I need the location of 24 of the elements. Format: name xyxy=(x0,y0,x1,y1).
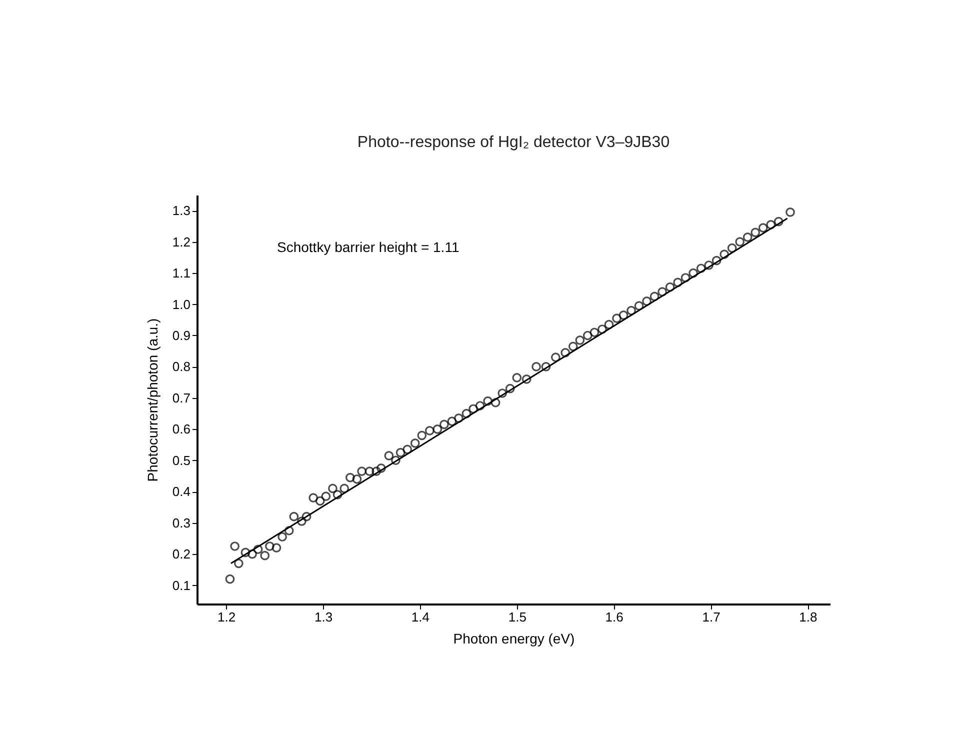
y-tick-label: 0.9 xyxy=(172,328,190,343)
y-tick-label: 1.2 xyxy=(172,234,190,250)
y-tick-label: 0.4 xyxy=(172,484,190,500)
y-tick-label: 0.1 xyxy=(172,578,190,593)
y-axis-title: Photocurrent/photon (a.u.) xyxy=(144,318,160,482)
y-tick-label: 1.1 xyxy=(172,266,190,281)
y-tick-label: 1.3 xyxy=(172,203,190,218)
chart-title: Photo--response of HgI₂ detector V3–9JB30 xyxy=(357,134,670,151)
x-tick-label: 1.3 xyxy=(314,610,333,624)
x-axis-title: Photon energy (eV) xyxy=(453,630,575,646)
x-tick-label: 1.8 xyxy=(799,610,818,624)
y-tick-label: 0.5 xyxy=(172,452,190,468)
x-tick-label: 1.5 xyxy=(508,610,526,624)
y-tick-label: 1.0 xyxy=(172,296,190,312)
x-tick-label: 1.4 xyxy=(411,610,430,624)
y-tick-label: 0.6 xyxy=(172,422,190,437)
annotation: Schottky barrier height = 1.11 xyxy=(277,239,460,255)
y-tick-label: 0.2 xyxy=(172,546,190,562)
x-tick-label: 1.6 xyxy=(605,610,624,624)
x-tick-label: 1.2 xyxy=(218,610,236,624)
y-tick-label: 0.7 xyxy=(172,390,190,406)
y-tick-label: 0.8 xyxy=(172,359,190,374)
y-tick-label: 0.3 xyxy=(172,515,190,530)
x-tick-label: 1.7 xyxy=(702,610,720,624)
